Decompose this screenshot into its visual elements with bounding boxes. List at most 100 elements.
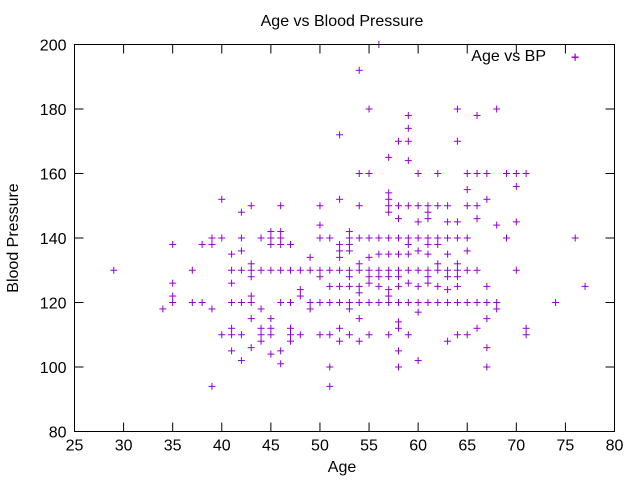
data-point: [404, 111, 412, 119]
data-point: [365, 105, 373, 113]
data-point: [267, 228, 275, 236]
data-point: [375, 273, 383, 281]
data-point: [355, 234, 363, 242]
data-point: [169, 279, 177, 287]
data-point: [453, 331, 461, 339]
data-point: [237, 357, 245, 365]
x-tick-label: 60: [409, 438, 427, 455]
data-point: [414, 357, 422, 365]
data-point: [395, 299, 402, 306]
data-point: [169, 299, 177, 306]
legend-label: Age vs BP: [471, 48, 546, 65]
data-point: [257, 266, 265, 274]
data-point: [247, 299, 255, 306]
data-point: [336, 337, 344, 345]
data-point: [375, 234, 383, 242]
data-point: [326, 234, 334, 242]
data-point: [404, 124, 412, 132]
data-point: [336, 195, 344, 203]
data-point: [512, 170, 520, 177]
data-point: [434, 299, 442, 306]
data-point: [198, 240, 206, 248]
data-point: [296, 286, 304, 294]
data-point: [395, 363, 402, 371]
data-point: [493, 305, 501, 313]
data-point: [473, 170, 481, 177]
data-point: [453, 218, 461, 226]
data-point: [385, 331, 393, 339]
data-point: [503, 234, 510, 242]
data-point: [375, 299, 383, 306]
data-point: [385, 286, 393, 294]
data-point: [483, 282, 491, 290]
data-point: [375, 282, 383, 290]
data-point: [463, 186, 471, 194]
data-point: [277, 234, 285, 242]
data-point: [414, 218, 422, 226]
plot-frame: [74, 44, 615, 432]
data-point: [463, 299, 471, 306]
data-point: [336, 299, 344, 306]
data-point: [385, 299, 393, 306]
data-point: [375, 266, 383, 274]
data-point: [306, 305, 314, 313]
data-point: [444, 234, 452, 242]
data-point: [287, 324, 294, 332]
data-point: [365, 273, 373, 281]
data-point: [365, 234, 373, 242]
data-point: [414, 202, 422, 210]
data-point: [473, 324, 481, 332]
data-point: [414, 308, 422, 316]
data-point: [355, 315, 363, 323]
data-point: [257, 331, 265, 339]
data-point: [365, 266, 373, 274]
data-point: [473, 111, 481, 119]
data-point: [453, 260, 461, 268]
data-point: [414, 299, 422, 306]
data-point: [247, 292, 255, 300]
data-point: [208, 305, 216, 313]
data-point: [483, 344, 491, 352]
data-point: [453, 105, 461, 113]
data-point: [316, 331, 324, 339]
data-point: [257, 305, 265, 313]
data-point: [444, 202, 452, 210]
data-point: [228, 266, 236, 274]
data-point: [395, 250, 402, 258]
x-tick-label: 35: [164, 438, 182, 455]
data-point: [483, 299, 491, 306]
data-point: [424, 215, 432, 223]
data-point: [355, 289, 363, 297]
data-point: [336, 240, 344, 248]
data-point: [345, 266, 353, 274]
data-point: [237, 299, 245, 306]
data-point: [355, 266, 363, 274]
data-point: [326, 299, 334, 306]
data-point: [463, 170, 471, 177]
data-point: [228, 279, 236, 287]
x-tick-label: 30: [115, 438, 133, 455]
data-point: [385, 195, 393, 203]
data-point: [434, 234, 442, 242]
x-tick-label: 40: [213, 438, 231, 455]
data-point: [326, 266, 334, 274]
legend-marker-plus-icon: [571, 53, 579, 61]
data-point: [385, 153, 393, 161]
data-point: [473, 266, 481, 274]
y-tick-label: 200: [40, 38, 67, 55]
data-point: [336, 253, 344, 261]
data-point: [306, 266, 314, 274]
x-tick-label: 50: [311, 438, 329, 455]
legend-marker-plus: [571, 53, 579, 61]
data-point: [404, 157, 412, 165]
x-tick-label: 75: [557, 438, 575, 455]
data-point: [463, 234, 471, 242]
y-tick-label: 180: [40, 102, 67, 119]
data-point: [277, 266, 285, 274]
points-layer: [110, 41, 589, 390]
data-point: [345, 282, 353, 290]
data-point: [365, 253, 373, 261]
data-point: [473, 215, 481, 223]
data-point: [434, 170, 442, 177]
